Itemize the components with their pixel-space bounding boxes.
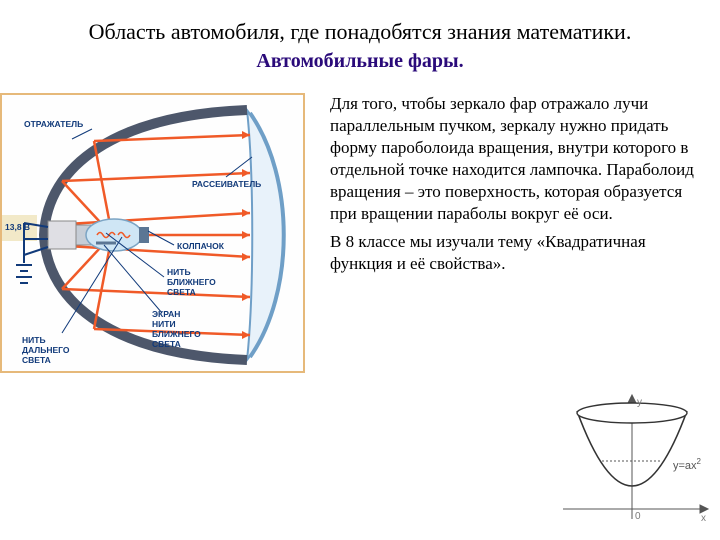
slide-subtitle: Автомобильные фары. bbox=[0, 50, 720, 73]
label-near-screen: ЭКРАН НИТИ БЛИЖНЕГО СВЕТА bbox=[152, 309, 203, 349]
origin-label: 0 bbox=[635, 511, 641, 522]
headlight-diagram: ОТРАЖАТЕЛЬ РАССЕИВАТЕЛЬ 13,8 В КОЛПАЧОК … bbox=[0, 93, 305, 373]
slide-title: Область автомобиля, где понадобятся знан… bbox=[0, 0, 720, 46]
bulb-socket bbox=[48, 221, 76, 249]
parabola-svg: y x 0 y=ax2 bbox=[555, 391, 710, 531]
label-cap: КОЛПАЧОК bbox=[177, 241, 225, 251]
axis-label-y: y bbox=[637, 397, 642, 408]
formula-label: y=ax2 bbox=[673, 457, 702, 472]
parabola-figure: y x 0 y=ax2 bbox=[555, 390, 710, 530]
label-near-filament: НИТЬ БЛИЖНЕГО СВЕТА bbox=[167, 267, 218, 297]
text-column: Для того, чтобы зеркало фар отражало луч… bbox=[320, 93, 702, 373]
content-area: ОТРАЖАТЕЛЬ РАССЕИВАТЕЛЬ 13,8 В КОЛПАЧОК … bbox=[0, 73, 720, 373]
headlight-svg: ОТРАЖАТЕЛЬ РАССЕИВАТЕЛЬ 13,8 В КОЛПАЧОК … bbox=[2, 95, 307, 375]
paraboloid-top-ellipse bbox=[577, 403, 687, 423]
label-far-filament: НИТЬ ДАЛЬНЕГО СВЕТА bbox=[22, 335, 72, 365]
label-voltage: 13,8 В bbox=[5, 222, 30, 232]
label-reflector: ОТРАЖАТЕЛЬ bbox=[24, 119, 83, 129]
paragraph-1: Для того, чтобы зеркало фар отражало луч… bbox=[330, 93, 702, 226]
bulb-cap bbox=[139, 227, 149, 243]
headlight-diagram-column: ОТРАЖАТЕЛЬ РАССЕИВАТЕЛЬ 13,8 В КОЛПАЧОК … bbox=[0, 93, 320, 373]
label-diffuser: РАССЕИВАТЕЛЬ bbox=[192, 179, 261, 189]
axis-label-x: x bbox=[701, 513, 706, 524]
bulb-assembly bbox=[48, 219, 149, 251]
paragraph-2: В 8 классе мы изучали тему «Квадратичная… bbox=[330, 231, 702, 275]
lens-glass bbox=[247, 110, 285, 360]
bulb-glass bbox=[86, 219, 142, 251]
